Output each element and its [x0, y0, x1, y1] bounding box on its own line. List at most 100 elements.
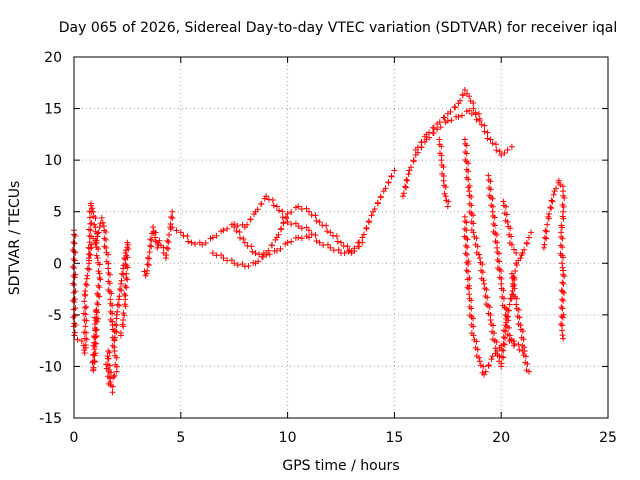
data-point	[94, 233, 101, 240]
data-point	[488, 356, 495, 363]
chart-title: Day 065 of 2026, Sidereal Day-to-day VTE…	[59, 20, 617, 36]
data-point	[491, 214, 498, 221]
y-axis-label: SDTVAR / TECUs	[7, 181, 23, 296]
data-point	[125, 245, 132, 252]
data-point	[91, 339, 98, 346]
data-point	[560, 290, 567, 297]
data-point	[247, 216, 254, 223]
data-point	[82, 323, 89, 330]
data-point	[391, 167, 398, 174]
data-point	[147, 236, 154, 243]
data-point	[508, 241, 515, 248]
data-point	[344, 243, 351, 250]
data-point	[199, 241, 206, 248]
data-point	[461, 87, 468, 94]
data-point	[327, 244, 334, 251]
data-point	[81, 329, 88, 336]
data-point	[560, 254, 567, 261]
data-point	[266, 251, 273, 258]
data-point	[487, 312, 494, 319]
data-point	[468, 202, 475, 209]
data-point	[511, 246, 518, 253]
data-point	[377, 193, 384, 200]
data-point	[106, 280, 113, 287]
data-point	[500, 327, 507, 334]
data-point	[333, 233, 340, 240]
data-point	[113, 368, 120, 375]
data-point	[84, 265, 91, 272]
data-point	[279, 208, 286, 215]
data-point	[82, 341, 89, 348]
data-point	[560, 335, 567, 342]
data-point	[500, 198, 507, 205]
data-point	[87, 220, 94, 227]
data-point	[288, 221, 295, 228]
data-point	[96, 224, 103, 231]
data-point	[438, 143, 445, 150]
data-point	[513, 249, 520, 256]
data-point	[316, 219, 323, 226]
data-point	[466, 107, 473, 114]
data-point	[512, 268, 519, 275]
data-point	[506, 301, 513, 308]
data-point	[521, 246, 528, 253]
data-point	[115, 296, 122, 303]
data-point	[440, 163, 447, 170]
data-point	[483, 286, 490, 293]
data-point	[448, 117, 455, 124]
data-point	[508, 233, 515, 240]
data-point	[106, 271, 113, 278]
data-point	[356, 243, 363, 250]
data-point	[113, 328, 120, 335]
data-point	[105, 251, 112, 258]
data-point	[465, 184, 472, 191]
data-point	[81, 291, 88, 298]
data-point	[476, 115, 483, 122]
data-point	[101, 227, 108, 234]
data-point	[491, 222, 498, 229]
data-point	[83, 282, 90, 289]
data-point	[473, 116, 480, 123]
x-tick-label: 20	[492, 430, 510, 446]
data-point	[295, 234, 302, 241]
data-point	[237, 234, 244, 241]
data-point	[101, 235, 108, 242]
data-point	[521, 347, 528, 354]
data-point	[305, 234, 312, 241]
data-point	[402, 183, 409, 190]
data-point	[169, 208, 176, 215]
data-point	[487, 186, 494, 193]
data-point	[72, 249, 79, 256]
data-point	[426, 134, 433, 141]
data-point	[463, 259, 470, 266]
data-point	[169, 215, 176, 222]
data-point	[95, 292, 102, 299]
data-point	[295, 203, 302, 210]
data-point	[231, 224, 238, 231]
data-point	[561, 194, 568, 201]
data-point	[524, 361, 531, 368]
data-point	[489, 353, 496, 360]
data-point	[465, 160, 472, 167]
data-point	[166, 231, 173, 238]
data-point	[209, 234, 216, 241]
data-point	[177, 229, 184, 236]
data-point	[479, 269, 486, 276]
data-point	[93, 306, 100, 313]
data-point	[93, 326, 100, 333]
data-point	[388, 172, 395, 179]
y-tick-label: 20	[44, 50, 62, 66]
data-point	[437, 124, 444, 131]
data-point	[91, 346, 98, 353]
data-point	[245, 263, 252, 270]
data-point	[541, 241, 548, 248]
data-point	[500, 347, 507, 354]
data-point	[516, 346, 523, 353]
data-point	[464, 236, 471, 243]
y-tick-label: -10	[39, 359, 62, 375]
data-point	[473, 338, 480, 345]
data-point	[323, 222, 330, 229]
data-point	[543, 235, 550, 242]
data-point	[559, 305, 566, 312]
data-point	[558, 313, 565, 320]
